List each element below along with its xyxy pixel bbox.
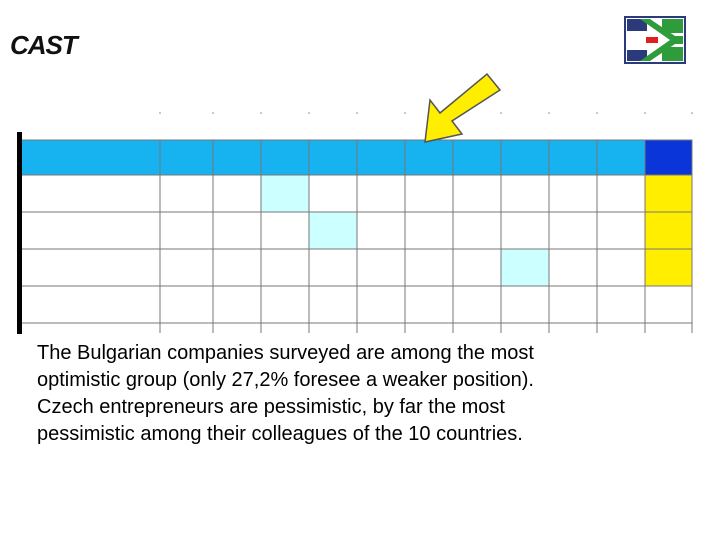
table-cell <box>548 211 598 250</box>
table-cell <box>500 174 550 213</box>
body-line: optimistic group (only 27,2% foresee a w… <box>37 369 534 391</box>
body-line: The Bulgarian companies surveyed are amo… <box>37 342 534 364</box>
dot <box>548 112 550 114</box>
table-cell <box>260 248 310 287</box>
table-cell <box>500 285 550 324</box>
table-cell <box>548 174 598 213</box>
dot <box>500 112 502 114</box>
table-cell <box>356 211 406 250</box>
table-cell <box>17 174 161 213</box>
body-line: pessimistic among their colleagues of th… <box>37 423 523 445</box>
table-cell <box>404 211 454 250</box>
table-cell <box>644 174 693 213</box>
table-cell <box>308 211 358 250</box>
table-cell <box>159 285 214 324</box>
table-cell <box>404 139 454 176</box>
arrow <box>424 72 502 143</box>
table-cell <box>356 174 406 213</box>
dot <box>644 112 646 114</box>
table-cell <box>404 285 454 324</box>
table-cell <box>17 248 161 287</box>
table-cell <box>500 248 550 287</box>
dot <box>596 112 598 114</box>
table-cell <box>17 211 161 250</box>
table-cell <box>308 285 358 324</box>
table-cell <box>17 139 161 176</box>
table-cell <box>159 211 214 250</box>
table-cell <box>260 139 310 176</box>
table-cell <box>212 248 262 287</box>
partner-logo <box>624 16 686 64</box>
table-cell <box>548 248 598 287</box>
table-cell <box>644 248 693 287</box>
table-cell <box>356 139 406 176</box>
table-cell <box>260 174 310 213</box>
dot <box>260 112 262 114</box>
table-cell <box>452 248 502 287</box>
table-cell <box>308 248 358 287</box>
body-line: Czech entrepreneurs are pessimistic, by … <box>37 396 505 418</box>
table-cell <box>452 211 502 250</box>
table-cell <box>17 285 161 324</box>
dot <box>159 112 161 114</box>
table-cell <box>596 139 646 176</box>
body-text: The Bulgarian companies surveyed are amo… <box>37 342 534 445</box>
table-cell <box>452 139 502 176</box>
table-cell <box>596 211 646 250</box>
table-cell <box>500 139 550 176</box>
table-cell <box>452 174 502 213</box>
table-cell <box>404 174 454 213</box>
table-cell <box>159 139 214 176</box>
table-cell <box>644 285 693 324</box>
table-cell <box>596 285 646 324</box>
table-cell <box>500 211 550 250</box>
dot <box>308 112 310 114</box>
table-cell <box>452 285 502 324</box>
table-cell <box>596 174 646 213</box>
dot <box>212 112 214 114</box>
table-cell <box>548 139 598 176</box>
table-cell <box>260 285 310 324</box>
dot <box>356 112 358 114</box>
table-cell <box>548 285 598 324</box>
table-cell <box>212 139 262 176</box>
table-cell <box>596 248 646 287</box>
left-bar <box>17 132 22 334</box>
table-cell <box>159 174 214 213</box>
table-cell <box>159 248 214 287</box>
table-cell <box>260 211 310 250</box>
table-cell <box>404 248 454 287</box>
table-cell <box>308 139 358 176</box>
table-cell <box>212 285 262 324</box>
table-cell <box>356 248 406 287</box>
table-cell <box>212 211 262 250</box>
dot <box>691 112 693 114</box>
table-cell <box>356 285 406 324</box>
dot <box>404 112 406 114</box>
logo-text: CAST <box>10 30 80 60</box>
table-cell <box>644 211 693 250</box>
table <box>17 112 693 333</box>
table-cell <box>308 174 358 213</box>
table-cell <box>644 139 693 176</box>
table-cell <box>212 174 262 213</box>
